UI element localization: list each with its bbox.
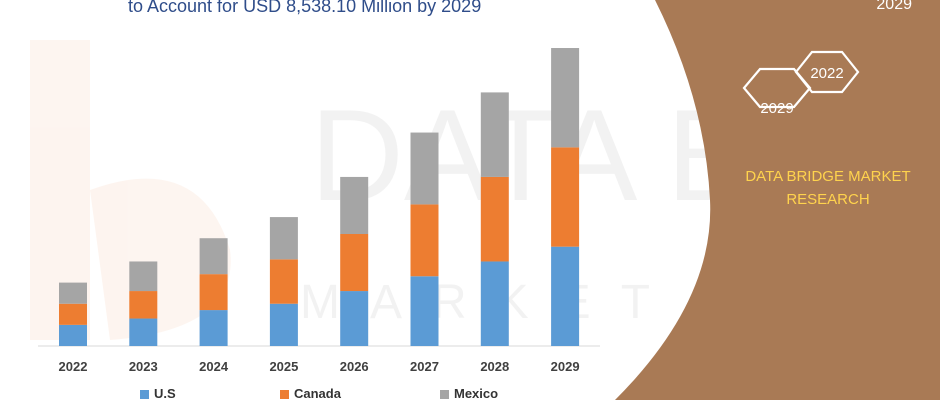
bar-us-2025 (269, 303, 298, 346)
chart-title: to Account for USD 8,538.10 Million by 2… (128, 0, 482, 16)
legend-swatch (440, 390, 449, 400)
bar-mexico-2023 (129, 261, 158, 292)
bar-mexico-2026 (340, 176, 369, 234)
bar-us-2028 (480, 261, 509, 346)
bar-mexico-2027 (410, 132, 439, 205)
legend-swatch (140, 390, 149, 400)
x-tick-label-2027: 2027 (410, 359, 439, 374)
bar-canada-2025 (269, 259, 298, 304)
brand-name-line2: RESEARCH (786, 191, 870, 208)
x-tick-label-2023: 2023 (129, 359, 158, 374)
bar-us-2023 (129, 318, 158, 346)
bar-us-2024 (199, 310, 228, 346)
legend-label: U.S (154, 386, 176, 401)
brand-name: DATA BRIDGE MARKET RESEARCH (728, 165, 928, 211)
bar-us-2029 (551, 246, 580, 346)
bar-mexico-2025 (269, 217, 298, 260)
x-tick-label-2025: 2025 (269, 359, 298, 374)
bar-canada-2026 (340, 233, 369, 292)
bar-canada-2023 (129, 291, 158, 319)
watermark-logo-curve (90, 178, 231, 340)
x-tick-label-2022: 2022 (59, 359, 88, 374)
bar-us-2022 (59, 324, 87, 346)
x-tick-label-2028: 2028 (480, 359, 509, 374)
bar-us-2027 (410, 276, 439, 346)
legend-label: Mexico (454, 386, 499, 401)
brand-name-line1: DATA BRIDGE MARKET (745, 168, 911, 185)
bars-group (59, 48, 580, 346)
bar-mexico-2024 (199, 238, 228, 275)
bar-mexico-2022 (59, 282, 87, 304)
x-tick-label-2026: 2026 (340, 359, 369, 374)
x-tick-label-2024: 2024 (199, 359, 229, 374)
bar-us-2026 (340, 291, 369, 346)
legend-swatch (280, 390, 289, 400)
legend-label: Canada (294, 386, 341, 401)
panel-year: 2029 (876, 0, 912, 13)
legend-item-us: U.S (140, 386, 176, 401)
hexagon-right-icon (794, 50, 860, 94)
bar-canada-2028 (480, 176, 509, 262)
bar-mexico-2029 (551, 48, 580, 148)
bar-canada-2024 (199, 274, 228, 311)
legend-item-canada: Canada (280, 386, 341, 401)
x-tick-labels: 2022 2023 2024 2025 2026 2027 2028 2029 (59, 359, 580, 374)
hexagon-right-year: 2022 (810, 65, 843, 82)
hexagon-left-year: 2029 (760, 100, 793, 117)
bar-canada-2029 (551, 147, 580, 247)
bar-canada-2022 (59, 303, 87, 325)
brand-panel (615, 0, 940, 400)
legend-item-mexico: Mexico (440, 386, 498, 401)
x-tick-label-2029: 2029 (551, 359, 580, 374)
bar-mexico-2028 (480, 92, 509, 177)
bar-canada-2027 (410, 204, 439, 277)
